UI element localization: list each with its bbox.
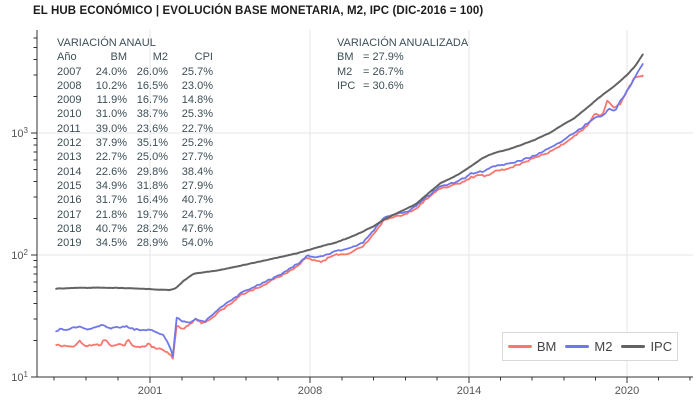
- legend-label: M2: [594, 339, 613, 354]
- table-cell-value: 25.7%: [181, 65, 213, 78]
- table-cell-year: 2010: [57, 108, 82, 121]
- table-cell-year: 2013: [57, 151, 82, 164]
- table-cell-year: 2011: [57, 122, 81, 135]
- table-cell-value: 40.7%: [95, 222, 127, 235]
- table-cell-value: 25.2%: [181, 137, 213, 150]
- annualized-line: M2 = 26.7%: [337, 65, 468, 79]
- series-line-ipc: [55, 53, 644, 292]
- table-cell-value: 22.6%: [95, 165, 127, 178]
- table-cell-value: 37.9%: [95, 137, 127, 150]
- annualized-series-label: M2: [337, 65, 353, 78]
- table-cell-value: 22.7%: [181, 122, 213, 135]
- x-axis-tick-label-2020: 2020: [615, 385, 639, 397]
- annualized-series-value: = 26.7%: [363, 65, 404, 78]
- legend-line-icon: [621, 345, 646, 348]
- table-cell-value: 11.9%: [96, 94, 127, 107]
- table-cell-value: 34.9%: [95, 179, 127, 192]
- table-cell-value: 35.1%: [136, 137, 168, 150]
- table-cell-value: 22.7%: [95, 151, 127, 164]
- table-cell-value: 39.0%: [95, 122, 127, 135]
- table-cell-value: 31.0%: [95, 108, 127, 121]
- table-cell-year: 2014: [57, 165, 82, 178]
- table-cell-value: 24.7%: [181, 208, 213, 221]
- table-cell-value: 27.7%: [181, 151, 213, 164]
- annualized-line: IPC = 30.6%: [337, 79, 468, 93]
- annualized-lines: BM = 27.9% M2 = 26.7% IPC = 30.6%: [337, 50, 468, 93]
- table-cell-value: 31.8%: [136, 179, 168, 192]
- table-cell-value: 25.3%: [181, 108, 213, 121]
- table-cell-value: 23.0%: [181, 79, 213, 92]
- table-cell-value: 28.2%: [136, 222, 168, 235]
- annualized-series-value: = 27.9%: [363, 51, 404, 64]
- table-cell-value: 16.7%: [136, 94, 168, 107]
- series-line-bm: [55, 74, 644, 360]
- x-axis-tick-label-2014: 2014: [457, 385, 481, 397]
- legend-label: BM: [536, 339, 557, 354]
- table-cell-year: 2018: [57, 222, 82, 235]
- legend-line-icon: [507, 345, 532, 348]
- table-cell-value: 47.6%: [181, 222, 213, 235]
- y-axis-tick-label-10e3: 103: [11, 126, 28, 140]
- table-cell-value: 24.0%: [95, 65, 127, 78]
- legend-item-bm[interactable]: BM: [507, 339, 557, 354]
- table-cell-value: 29.8%: [136, 165, 168, 178]
- legend-item-m2[interactable]: M2: [565, 339, 612, 354]
- table-cell-year: 2007: [57, 65, 82, 78]
- y-axis-tick-label-10e2: 102: [11, 248, 28, 262]
- table-cell-value: 10.2%: [95, 79, 127, 92]
- table-cell-year: 2009: [57, 94, 82, 107]
- table-cell-value: 54.0%: [181, 237, 213, 250]
- table-header-cell: BM: [110, 51, 128, 64]
- annual-table-grid: Año BM M2 CPI 2007 24.0% 26.0% 25.7% 2008 10.2% 16…: [57, 50, 213, 250]
- table-cell-year: 2019: [57, 237, 82, 250]
- table-cell-value: 19.7%: [136, 208, 168, 221]
- table-cell-value: 26.0%: [136, 65, 168, 78]
- legend-label: IPC: [650, 339, 673, 354]
- table-cell-year: 2012: [57, 137, 82, 150]
- table-cell-year: 2008: [57, 79, 82, 92]
- table-cell-year: 2016: [57, 194, 82, 207]
- table-cell-value: 16.5%: [136, 79, 168, 92]
- table-cell-value: 28.9%: [136, 237, 168, 250]
- table-cell-value: 27.9%: [181, 179, 213, 192]
- table-cell-value: 23.6%: [136, 122, 168, 135]
- table-cell-value: 34.5%: [95, 237, 127, 250]
- x-axis-tick-label-2001: 2001: [138, 385, 162, 397]
- annualized-series-label: IPC: [337, 79, 356, 92]
- annualized-series-label: BM: [337, 51, 354, 64]
- legend-item-ipc[interactable]: IPC: [621, 339, 672, 354]
- table-cell-value: 21.8%: [95, 208, 127, 221]
- table-cell-value: 25.0%: [136, 151, 168, 164]
- legend: BM M2 IPC: [502, 332, 678, 361]
- annual-variation-table: VARIACIÓN ANAUL Año BM M2 CPI 2007 24.0% 26.0%…: [57, 36, 213, 250]
- table-cell-value: 31.7%: [95, 194, 127, 207]
- table-cell-year: 2015: [57, 179, 82, 192]
- table-cell-value: 16.4%: [136, 194, 168, 207]
- series-line-m2: [55, 63, 644, 357]
- annualized-line: BM = 27.9%: [337, 50, 468, 64]
- table-cell-year: 2017: [57, 208, 82, 221]
- annual-table-title: VARIACIÓN ANAUL: [57, 37, 156, 49]
- y-axis-tick-label-10e1: 101: [11, 370, 28, 384]
- chart-title: EL HUB ECONÓMICO | EVOLUCIÓN BASE MONETA…: [33, 5, 484, 17]
- table-header-cell: CPI: [194, 51, 213, 64]
- table-header-cell: Año: [57, 51, 77, 64]
- x-axis-tick-label-2008: 2008: [298, 385, 322, 397]
- table-cell-value: 40.7%: [181, 194, 213, 207]
- table-cell-value: 38.7%: [136, 108, 168, 121]
- annualized-series-value: = 30.6%: [363, 79, 404, 92]
- table-header-cell: M2: [152, 51, 168, 64]
- annualized-variation-block: VARIACIÓN ANUALIZADA BM = 27.9% M2 = 26.7% I…: [337, 36, 468, 93]
- legend-line-icon: [565, 345, 590, 348]
- annualized-title: VARIACIÓN ANUALIZADA: [337, 37, 469, 49]
- table-cell-value: 14.8%: [181, 94, 213, 107]
- table-cell-value: 38.4%: [181, 165, 213, 178]
